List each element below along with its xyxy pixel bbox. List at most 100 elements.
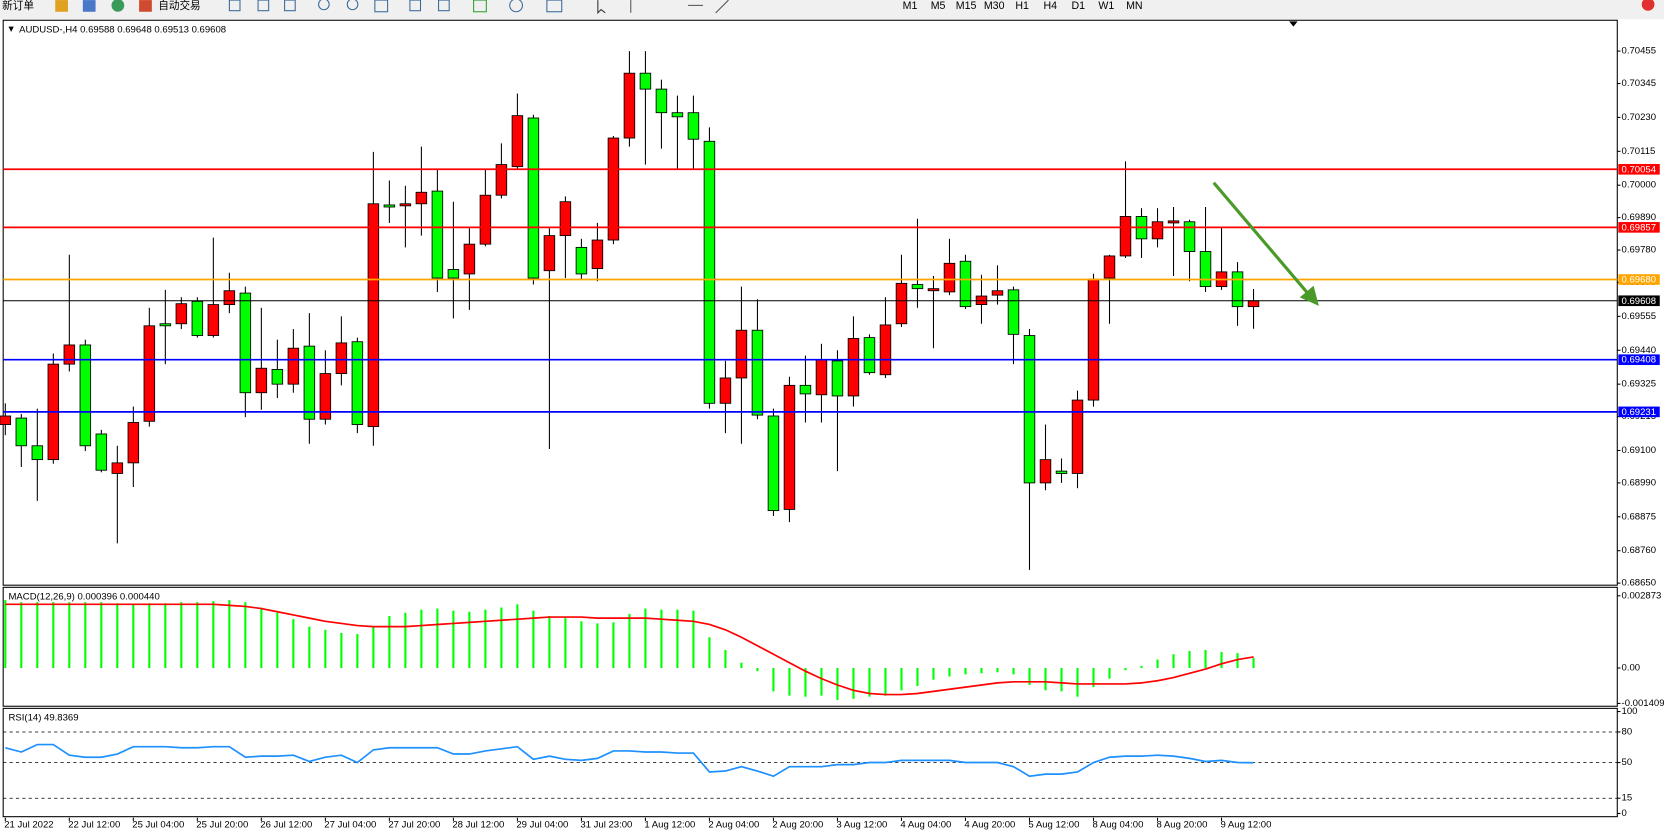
histogram-bar — [1076, 668, 1079, 697]
candle-body — [1023, 335, 1036, 484]
alert-icon[interactable] — [1641, 0, 1655, 11]
price-tag-label: 0.69608 — [1622, 296, 1657, 307]
candle-body — [495, 164, 508, 196]
icon[interactable] — [318, 0, 330, 11]
histogram-bar — [836, 668, 839, 700]
x-tick-label: 28 Jul 12:00 — [452, 820, 504, 831]
candle-body — [31, 445, 44, 461]
icon[interactable] — [374, 0, 389, 13]
candle-body — [671, 112, 684, 118]
y-tick-label: 100 — [1622, 706, 1638, 717]
histogram-bar — [1092, 668, 1095, 688]
candle-body — [79, 344, 92, 447]
icon[interactable] — [55, 0, 68, 12]
candle-body — [815, 359, 828, 396]
icon[interactable] — [257, 0, 270, 12]
candle-body — [1087, 278, 1100, 401]
icon[interactable] — [139, 0, 152, 12]
candle-body — [831, 360, 844, 397]
candle-body — [431, 190, 444, 279]
icon[interactable] — [111, 0, 125, 12]
histogram-bar — [116, 603, 119, 669]
timeframe-button[interactable]: W1 — [1098, 0, 1114, 12]
icon[interactable] — [473, 0, 487, 13]
histogram-bar — [548, 615, 551, 669]
candle-body — [159, 323, 172, 327]
new-order-button[interactable]: 新订单 — [2, 0, 34, 12]
timeframe-button[interactable]: M5 — [931, 0, 946, 12]
timeframe-button[interactable]: MN — [1126, 0, 1143, 12]
icon[interactable] — [346, 0, 359, 11]
y-tick-label: -0.001409 — [1622, 698, 1664, 709]
candle-body — [927, 288, 940, 292]
candle-body — [319, 373, 332, 420]
histogram-bar — [756, 668, 759, 672]
candle-body — [303, 345, 316, 420]
histogram-bar — [36, 602, 39, 669]
timeframe-button[interactable]: H4 — [1043, 0, 1057, 12]
histogram-bar — [628, 613, 631, 669]
cursor-icon[interactable] — [597, 0, 606, 15]
y-tick-label: 80 — [1622, 726, 1633, 737]
icon[interactable] — [228, 0, 241, 12]
candle-body — [879, 324, 892, 376]
icon[interactable] — [715, 0, 729, 14]
histogram-bar — [1108, 668, 1111, 679]
histogram-bar — [1140, 665, 1143, 669]
histogram-bar — [532, 610, 535, 669]
arrow-shaft — [1212, 181, 1312, 298]
symbol-menu-arrow[interactable] — [8, 26, 14, 32]
candle-body — [543, 235, 556, 272]
icon[interactable] — [438, 0, 450, 12]
x-tick-label: 22 Jul 12:00 — [68, 820, 120, 831]
histogram-bar — [68, 602, 71, 669]
histogram-bar — [1044, 668, 1047, 691]
x-tick-label: 1 Aug 12:00 — [644, 820, 695, 831]
candle-body — [735, 329, 748, 379]
candle-body — [463, 243, 476, 275]
plot: 0.70455 0.70345 0.70230 0.70115 0.70000 0.698… — [0, 46, 1664, 831]
histogram-bar — [308, 626, 311, 669]
candle-body — [1151, 221, 1164, 240]
icon[interactable] — [284, 0, 296, 12]
candle-body — [911, 284, 924, 290]
toolbar-icons — [228, 0, 729, 14]
timeframe-button[interactable]: M15 — [956, 0, 977, 12]
icon[interactable] — [509, 0, 523, 13]
timeframe-button[interactable]: D1 — [1071, 0, 1085, 12]
histogram-bar — [900, 668, 903, 691]
macd-panel — [2, 586, 1618, 707]
timeframe-button[interactable]: H1 — [1015, 0, 1029, 12]
histogram-bar — [1236, 653, 1239, 669]
icon[interactable] — [409, 0, 422, 12]
histogram-bar — [884, 668, 887, 696]
indicator-line — [5, 603, 1254, 696]
y-tick-label: 0.68760 — [1622, 545, 1657, 556]
histogram-bar — [340, 632, 343, 669]
histogram-bar — [276, 612, 279, 669]
histogram-bar — [292, 619, 295, 669]
timeframe-button[interactable]: M1 — [903, 0, 918, 12]
candle-body — [175, 303, 188, 325]
histogram-bar — [500, 607, 503, 669]
x-tick-label: 27 Jul 20:00 — [388, 820, 440, 831]
histogram-bar — [708, 637, 711, 669]
auto-trading-button[interactable]: 自动交易 — [158, 0, 200, 12]
y-tick-label: 0.002873 — [1622, 590, 1662, 601]
histogram-bar — [644, 608, 647, 669]
timeframe-button[interactable]: M30 — [984, 0, 1005, 12]
y-tick-label: 0.70345 — [1622, 78, 1657, 89]
icon[interactable] — [546, 0, 563, 13]
price-tag — [1618, 295, 1660, 307]
icon[interactable] — [82, 0, 96, 12]
indicator-line — [5, 743, 1254, 778]
candle-body — [1007, 289, 1020, 335]
candle-body — [111, 462, 124, 474]
histogram-bar — [868, 668, 871, 697]
candle-body — [127, 422, 140, 464]
histogram-bar — [1204, 649, 1207, 669]
trend-arrow — [1212, 181, 1319, 306]
x-tick-label: 4 Aug 20:00 — [964, 820, 1015, 831]
histogram-bar — [804, 668, 807, 697]
